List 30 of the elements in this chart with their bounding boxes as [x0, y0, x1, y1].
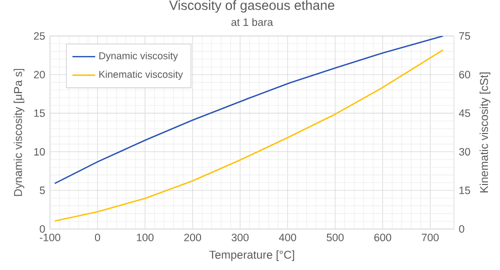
- x-tick-label: 600: [374, 234, 392, 242]
- y2-axis-title: Kinematic viscosity [cSt]: [480, 72, 490, 192]
- legend-label: Kinematic viscosity: [99, 70, 183, 80]
- y-tick-label: 5: [40, 186, 45, 194]
- y2-tick-label: 15: [460, 186, 470, 194]
- y2-tick-label: 0: [459, 225, 464, 233]
- x-tick-label: 500: [326, 234, 344, 242]
- y-tick-label: 25: [34, 32, 45, 40]
- y2-tick-label: 75: [459, 32, 470, 40]
- chart-subtitle: at 1 bara: [231, 18, 274, 26]
- x-tick-label: 300: [232, 234, 249, 242]
- y-tick-label: 0: [40, 225, 45, 233]
- line-series: [54, 36, 444, 184]
- x-tick-label: 200: [184, 234, 202, 242]
- y2-tick-label: 60: [459, 70, 470, 78]
- y-tick-label: 15: [34, 109, 45, 117]
- chart-title: Viscosity of gaseous ethane: [169, 0, 334, 13]
- x-tick-label: -100: [40, 234, 60, 242]
- x-tick-label: 700: [422, 234, 439, 242]
- y2-tick-label: 30: [459, 148, 470, 156]
- y-axis-title: Dynamic viscosity [μPa s]: [14, 68, 24, 196]
- x-tick-label: 0: [94, 234, 100, 242]
- x-tick-label: 100: [136, 234, 154, 242]
- x-axis-title: Temperature [°C]: [209, 250, 294, 261]
- y2-tick-label: 45: [458, 109, 470, 117]
- x-tick-label: 400: [278, 234, 296, 242]
- y-tick-label: 20: [34, 70, 45, 78]
- y-tick-label: 10: [34, 148, 45, 156]
- legend-label: Dynamic viscosity: [99, 52, 178, 62]
- line-series: [54, 49, 444, 222]
